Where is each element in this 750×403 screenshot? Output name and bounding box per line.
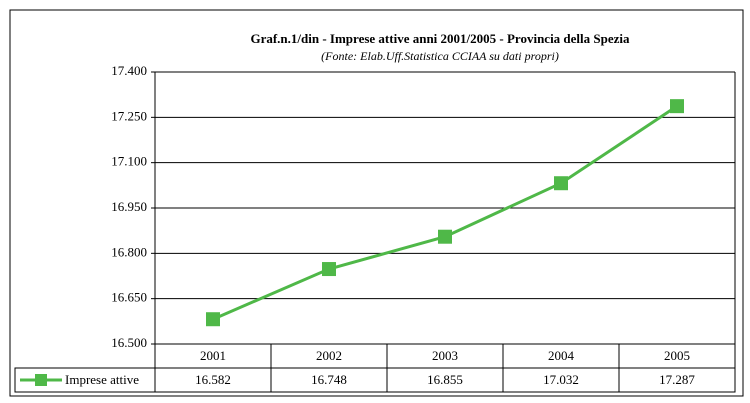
legend-label: Imprese attive bbox=[65, 372, 139, 387]
table-value: 16.855 bbox=[427, 372, 463, 387]
x-tick-label: 2003 bbox=[432, 348, 458, 363]
table-value: 17.287 bbox=[659, 372, 695, 387]
legend-marker bbox=[35, 374, 47, 386]
y-tick-label: 16.950 bbox=[111, 199, 147, 214]
x-tick-label: 2002 bbox=[316, 348, 342, 363]
x-tick-label: 2001 bbox=[200, 348, 226, 363]
y-tick-label: 17.250 bbox=[111, 108, 147, 123]
frame bbox=[9, 9, 744, 397]
marker bbox=[322, 262, 336, 277]
table-value: 17.032 bbox=[543, 372, 579, 387]
marker bbox=[554, 176, 568, 191]
table-value: 16.748 bbox=[311, 372, 347, 387]
table-cell bbox=[14, 367, 736, 393]
y-tick-label: 16.650 bbox=[111, 290, 147, 305]
x-tick-label: 2004 bbox=[548, 348, 575, 363]
marker bbox=[670, 99, 684, 114]
x-tick-label: 2005 bbox=[664, 348, 690, 363]
series-line bbox=[212, 104, 678, 321]
marker bbox=[438, 229, 452, 244]
chart-title: Graf.n.1/din - Imprese attive anni 2001/… bbox=[250, 31, 630, 46]
marker bbox=[206, 312, 220, 327]
table-value: 16.582 bbox=[195, 372, 231, 387]
y-tick-label: 16.500 bbox=[111, 335, 147, 350]
y-tick-label: 17.100 bbox=[111, 154, 147, 169]
y-tick-label: 16.800 bbox=[111, 244, 147, 259]
chart-subtitle: (Fonte: Elab.Uff.Statistica CCIAA su dat… bbox=[321, 49, 559, 63]
y-tick-label: 17.400 bbox=[111, 63, 147, 78]
